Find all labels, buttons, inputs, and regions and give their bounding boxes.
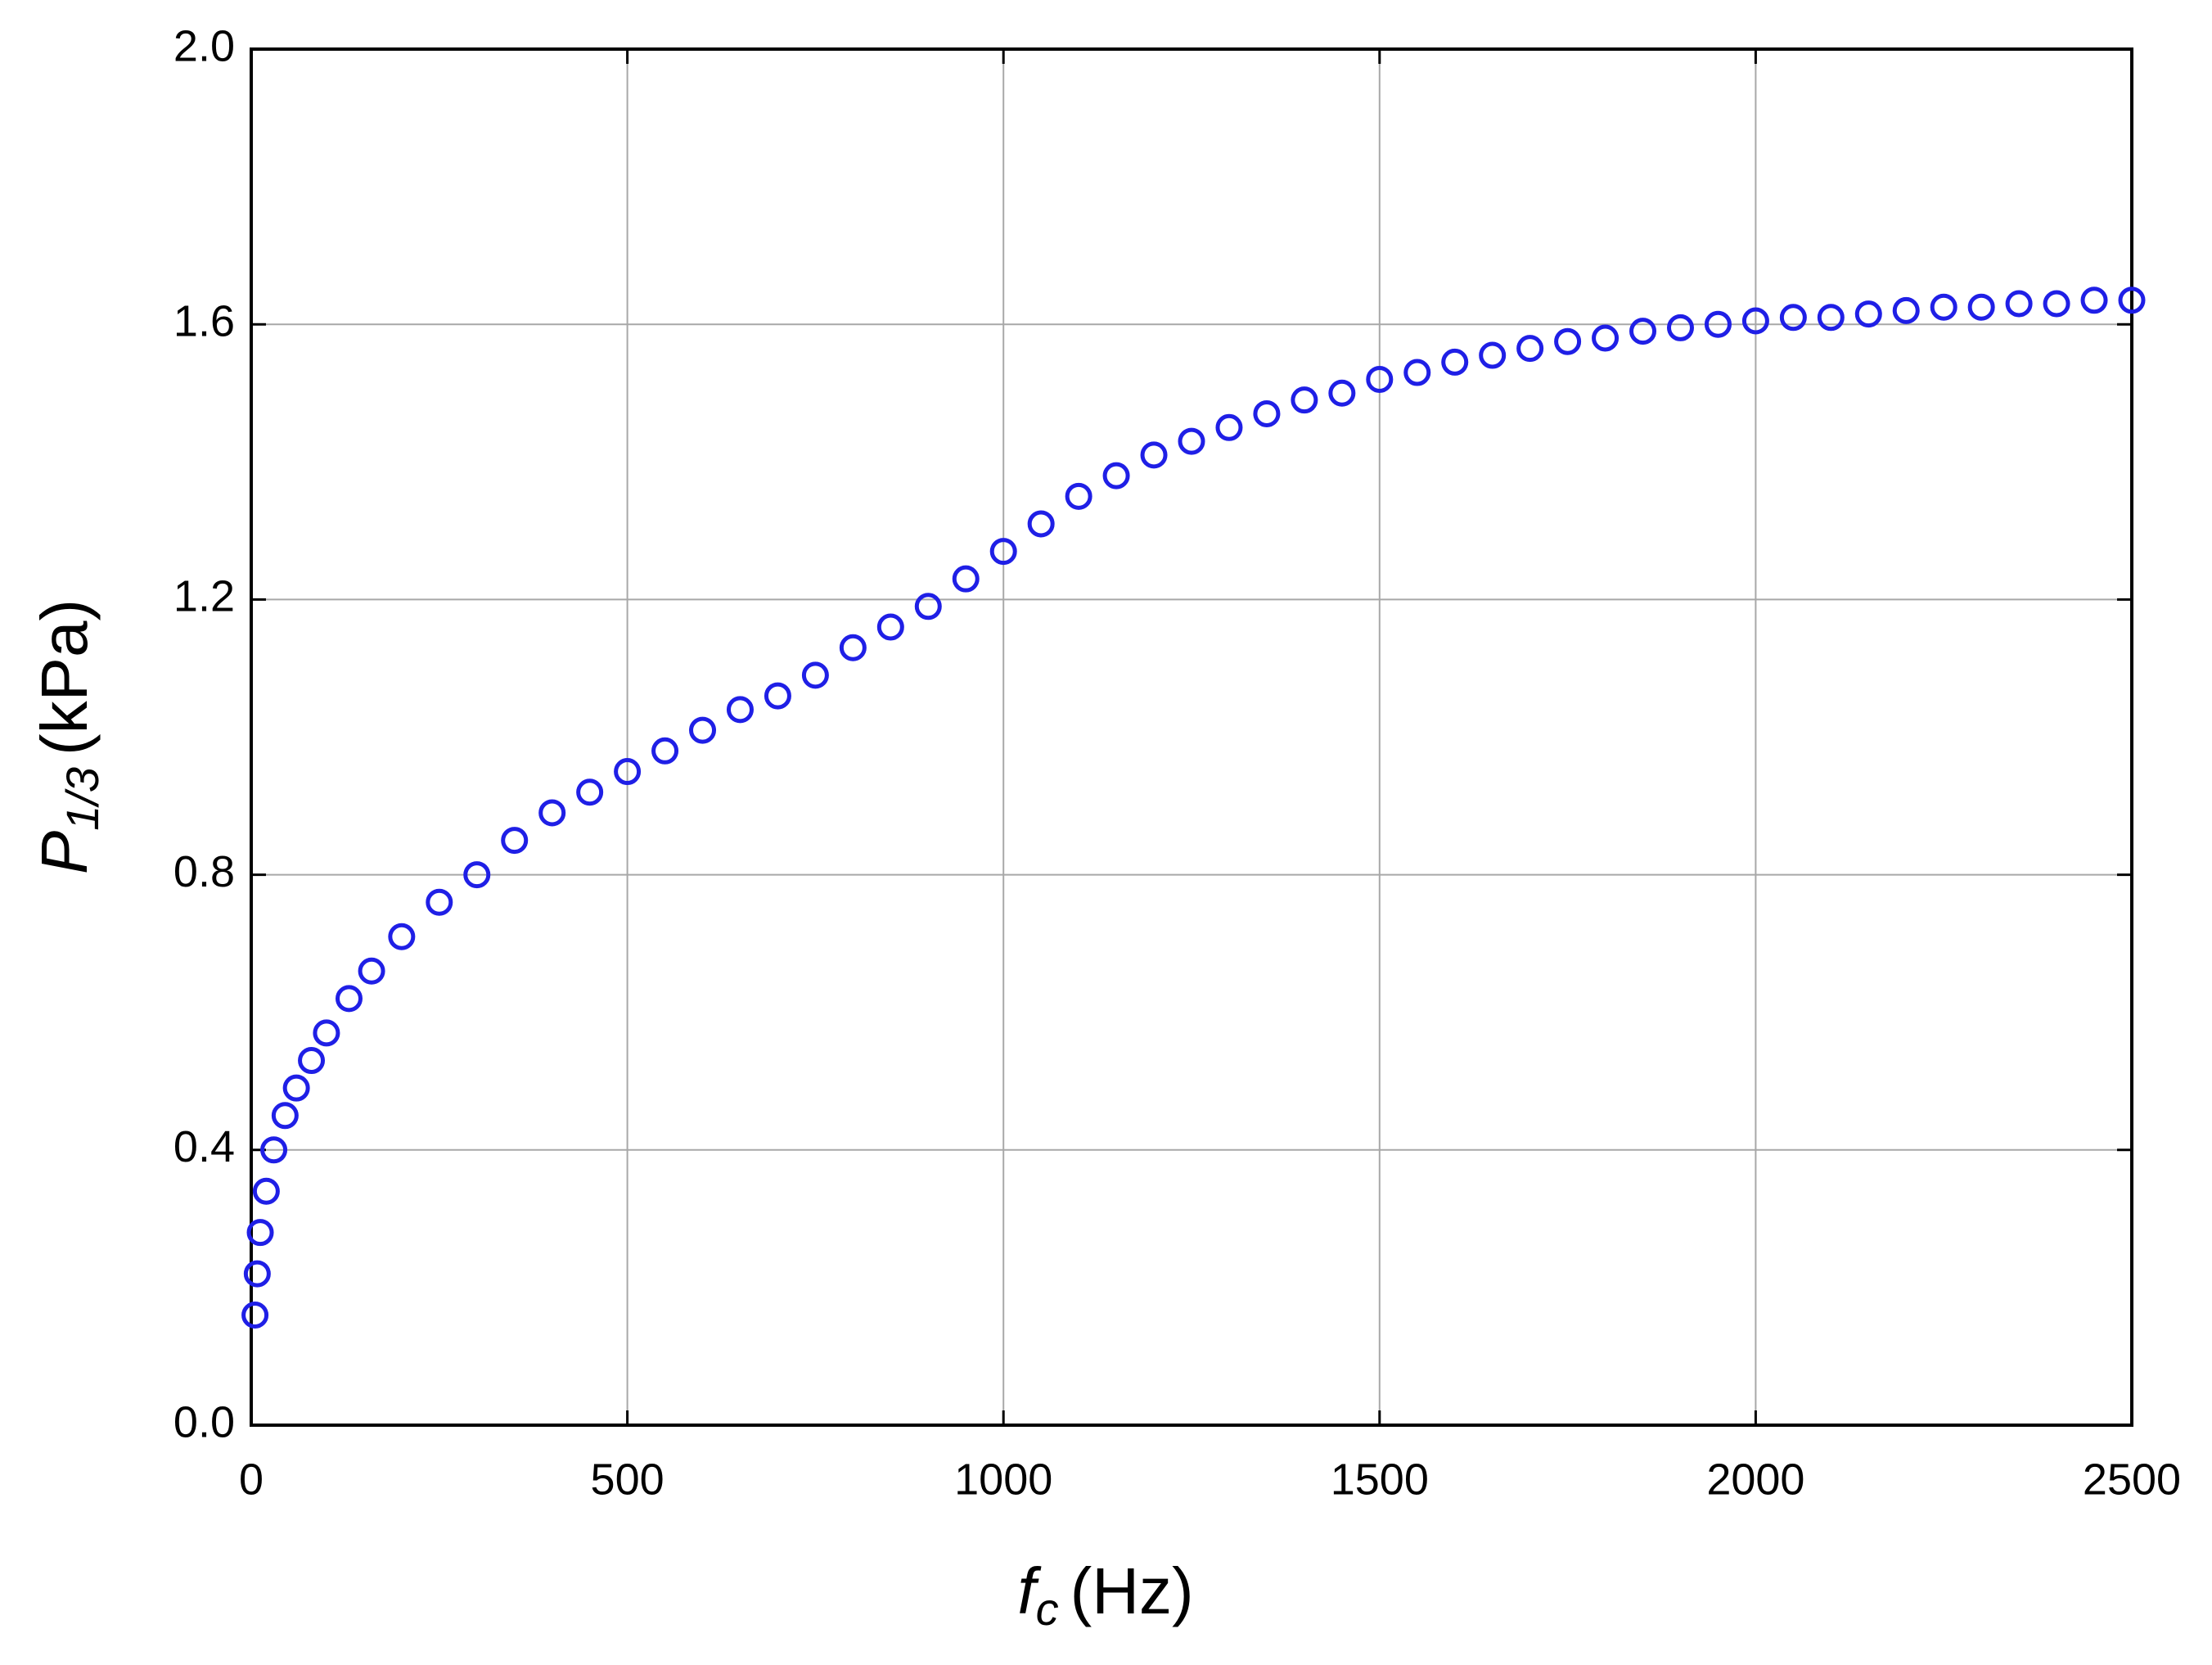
data-point: [246, 1219, 274, 1247]
data-point: [576, 778, 604, 806]
x-axis-label: fc (Hz): [1017, 1554, 1193, 1635]
data-point: [1215, 413, 1243, 441]
data-point: [1629, 318, 1657, 345]
data-point: [726, 696, 754, 724]
data-point: [388, 923, 416, 950]
data-point: [1516, 335, 1544, 363]
y-axis-label: P1/3 (kPa): [28, 599, 108, 874]
data-point: [689, 716, 717, 744]
data-point: [1403, 359, 1431, 386]
data-point: [1817, 304, 1845, 332]
data-point: [1554, 327, 1582, 355]
y-label-subscript: 1/3: [56, 767, 108, 831]
data-point: [271, 1102, 299, 1130]
plot-frame: [250, 47, 2133, 1427]
data-point: [651, 737, 679, 765]
y-tick-label: 1.2: [173, 572, 235, 621]
data-point: [989, 538, 1017, 566]
data-point: [1328, 379, 1356, 407]
data-point: [358, 957, 385, 985]
data-point: [1930, 293, 1957, 321]
data-point: [1854, 300, 1882, 328]
data-point: [1779, 304, 1807, 332]
data-point: [335, 985, 363, 1013]
y-label-symbol: P: [28, 831, 101, 874]
data-point: [282, 1074, 310, 1102]
x-tick-label: 1000: [954, 1455, 1052, 1504]
data-point: [839, 634, 867, 661]
data-point: [426, 888, 453, 916]
data-point: [463, 861, 491, 889]
data-point: [1741, 307, 1769, 335]
data-point: [1592, 324, 1620, 352]
x-tick-label: 500: [591, 1455, 665, 1504]
x-tick-label: 1500: [1331, 1455, 1429, 1504]
y-tick-label: 0.8: [173, 847, 235, 896]
data-point: [1479, 341, 1507, 369]
data-point: [2118, 287, 2146, 314]
data-point: [2043, 290, 2070, 318]
data-point: [243, 1260, 271, 1288]
x-tick-label: 0: [239, 1455, 264, 1504]
data-point: [501, 827, 529, 855]
data-point: [313, 1019, 340, 1047]
data-point: [241, 1302, 269, 1329]
data-point: [538, 799, 566, 827]
y-label-unit: (kPa): [28, 599, 101, 756]
data-point: [614, 758, 642, 786]
y-tick-label: 2.0: [173, 21, 235, 70]
data-point: [764, 682, 791, 710]
data-point: [2005, 290, 2033, 318]
data-point: [1065, 482, 1092, 510]
data-point: [1666, 314, 1694, 341]
data-point: [876, 613, 904, 641]
y-tick-label: 0.0: [173, 1397, 235, 1446]
data-point: [1366, 365, 1394, 393]
x-tick-label: 2000: [1706, 1455, 1804, 1504]
y-tick-label: 0.4: [173, 1122, 235, 1171]
data-point: [1140, 441, 1168, 469]
data-point: [1253, 399, 1281, 427]
data-point: [1178, 427, 1205, 455]
data-point: [1291, 386, 1318, 414]
data-point: [1967, 293, 1995, 321]
data-point: [914, 593, 942, 620]
data-point: [1441, 348, 1469, 376]
y-tick-label: 1.6: [173, 296, 235, 345]
data-point: [1102, 462, 1130, 490]
data-point: [1704, 310, 1732, 338]
data-point: [952, 565, 980, 593]
data-point: [801, 661, 829, 689]
data-point: [1027, 510, 1055, 538]
data-point: [298, 1047, 326, 1075]
data-point: [1892, 296, 1920, 324]
data-point: [2080, 287, 2108, 314]
data-point: [252, 1177, 280, 1205]
x-label-unit: (Hz): [1070, 1554, 1194, 1627]
x-tick-label: 2500: [2083, 1455, 2181, 1504]
x-label-subscript: c: [1036, 1583, 1059, 1635]
data-point: [260, 1136, 288, 1164]
